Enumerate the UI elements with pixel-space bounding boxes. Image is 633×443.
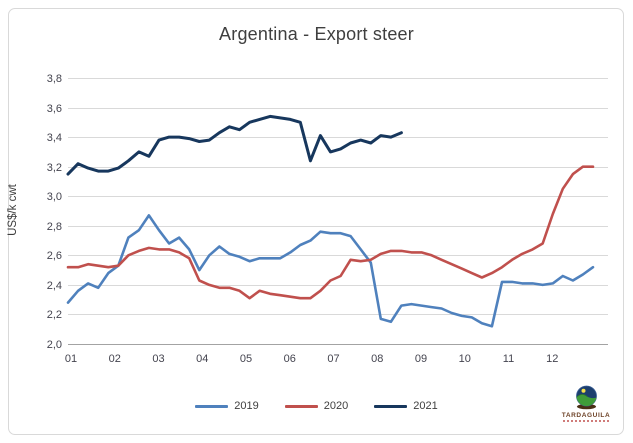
legend-label: 2019 — [234, 400, 259, 412]
x-tick-label: 04 — [196, 353, 209, 365]
logo-text: TARDAGUILA — [561, 412, 611, 419]
legend-label: 2021 — [413, 400, 438, 412]
x-tick-label: 11 — [502, 353, 515, 365]
y-tick-label: 2,0 — [46, 338, 62, 351]
x-tick-label: 06 — [283, 353, 296, 365]
legend-label: 2020 — [323, 400, 349, 412]
series-line-2019 — [66, 214, 595, 328]
legend: 2019 2020 2021 — [0, 400, 633, 412]
x-tick-label: 03 — [152, 353, 165, 365]
series-line-2020 — [66, 165, 595, 300]
x-tick-label: 01 — [64, 353, 78, 365]
y-tick-label: 3,8 — [46, 72, 62, 85]
x-tick-label: 02 — [108, 353, 121, 365]
y-tick-label: 3,6 — [46, 102, 62, 115]
x-tick-label: 09 — [414, 353, 428, 365]
y-tick-label: 3,2 — [46, 161, 62, 174]
chart-title: Argentina - Export steer — [219, 24, 414, 44]
legend-swatch-2021 — [374, 404, 408, 408]
x-tick-label: 07 — [327, 353, 340, 365]
x-tick-label: 05 — [239, 353, 253, 365]
legend-item-2021: 2021 — [374, 400, 438, 412]
x-tick-label: 12 — [546, 353, 559, 365]
legend-swatch-2019 — [195, 404, 229, 408]
y-tick-label: 2,6 — [46, 249, 62, 262]
x-tick-label: 10 — [458, 353, 471, 365]
y-tick-label: 3,0 — [46, 190, 62, 203]
globe-icon — [575, 385, 597, 410]
x-tick-label: 08 — [371, 353, 384, 365]
legend-item-2020: 2020 — [284, 400, 349, 412]
y-tick-label: 2,8 — [46, 220, 62, 233]
legend-swatch-2020 — [284, 404, 318, 408]
y-tick-label: 3,4 — [46, 131, 62, 144]
chart-frame — [8, 8, 624, 435]
y-tick-label: 2,2 — [46, 308, 62, 321]
logo: TARDAGUILA — [555, 384, 617, 422]
series-line-2021 — [66, 114, 403, 176]
y-tick-label: 2,4 — [46, 279, 62, 292]
legend-item-2019: 2019 — [195, 400, 259, 412]
logo-subtext-decoration — [563, 420, 609, 422]
